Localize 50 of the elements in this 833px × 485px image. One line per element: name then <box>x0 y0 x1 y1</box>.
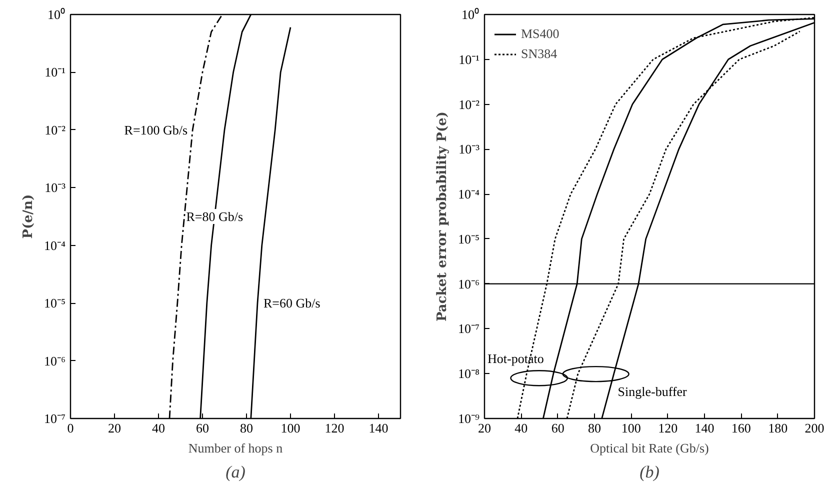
text: (a) <box>226 462 246 482</box>
y-tick-label: 10⁰ <box>462 7 480 22</box>
y-axis-title: P(e/n) <box>20 194 36 239</box>
x-tick-label: 80 <box>240 420 253 436</box>
annotation: Hot-potato <box>488 351 544 366</box>
y-tick-label: 10⁻⁵ <box>44 296 66 311</box>
line-series <box>250 26 292 418</box>
x-tick-label: 60 <box>196 420 209 436</box>
series-label: R=100 Gb/s <box>124 122 188 138</box>
x-tick-label: 180 <box>768 420 788 436</box>
x-tick-label: 40 <box>514 420 528 436</box>
x-tick-label: 100 <box>621 420 641 436</box>
x-tick-label: 120 <box>324 420 344 436</box>
y-tick-label: 10⁻⁴ <box>44 238 66 253</box>
y-axis-title: Packet error probability P(e) <box>434 111 450 322</box>
x-axis-title: Optical bit Rate (Gb/s) <box>590 440 709 456</box>
y-tick-label: 10⁻⁷ <box>458 321 480 336</box>
y-tick-label: 10⁻¹ <box>44 64 66 80</box>
y-tick-label: 10⁻² <box>458 96 480 112</box>
legend-label: SN384 <box>521 46 558 62</box>
y-tick-label: 10⁻⁵ <box>458 231 480 246</box>
annotation: Single-buffer <box>618 384 688 400</box>
x-tick-label: 40 <box>152 420 165 436</box>
x-axis-title: Number of hops n <box>188 440 284 456</box>
x-tick-label: 200 <box>804 420 824 436</box>
y-tick-label: 10⁻⁷ <box>44 411 66 426</box>
y-tick-label: 10⁻² <box>44 122 66 138</box>
x-tick-label: 100 <box>280 420 300 436</box>
x-tick-label: 140 <box>694 420 714 436</box>
y-tick-label: 10⁻⁶ <box>458 276 480 292</box>
x-tick-label: 60 <box>551 420 564 436</box>
x-tick-label: 20 <box>108 420 121 436</box>
text: (b) <box>640 462 660 482</box>
x-tick-label: 80 <box>588 420 601 436</box>
x-tick-label: 120 <box>658 420 678 436</box>
y-tick-label: 10⁻³ <box>44 180 66 196</box>
legend-label: MS400 <box>521 26 560 42</box>
y-tick-label: 10⁰ <box>48 7 66 22</box>
y-tick-label: 10⁻⁴ <box>458 186 480 202</box>
x-tick-label: 160 <box>731 420 751 436</box>
y-tick-label: 10⁻¹ <box>458 52 480 67</box>
y-tick-label: 10⁻⁶ <box>44 353 66 368</box>
series-label: R=80 Gb/s <box>186 209 244 224</box>
series-label: R=60 Gb/s <box>264 296 320 311</box>
y-tick-label: 10⁻⁸ <box>458 366 480 382</box>
x-tick-label: 0 <box>67 420 74 436</box>
x-tick-label: 140 <box>368 420 388 436</box>
x-tick-label: 20 <box>478 420 491 436</box>
y-tick-label: 10⁻⁹ <box>458 411 480 426</box>
y-tick-label: 10⁻³ <box>458 142 480 157</box>
